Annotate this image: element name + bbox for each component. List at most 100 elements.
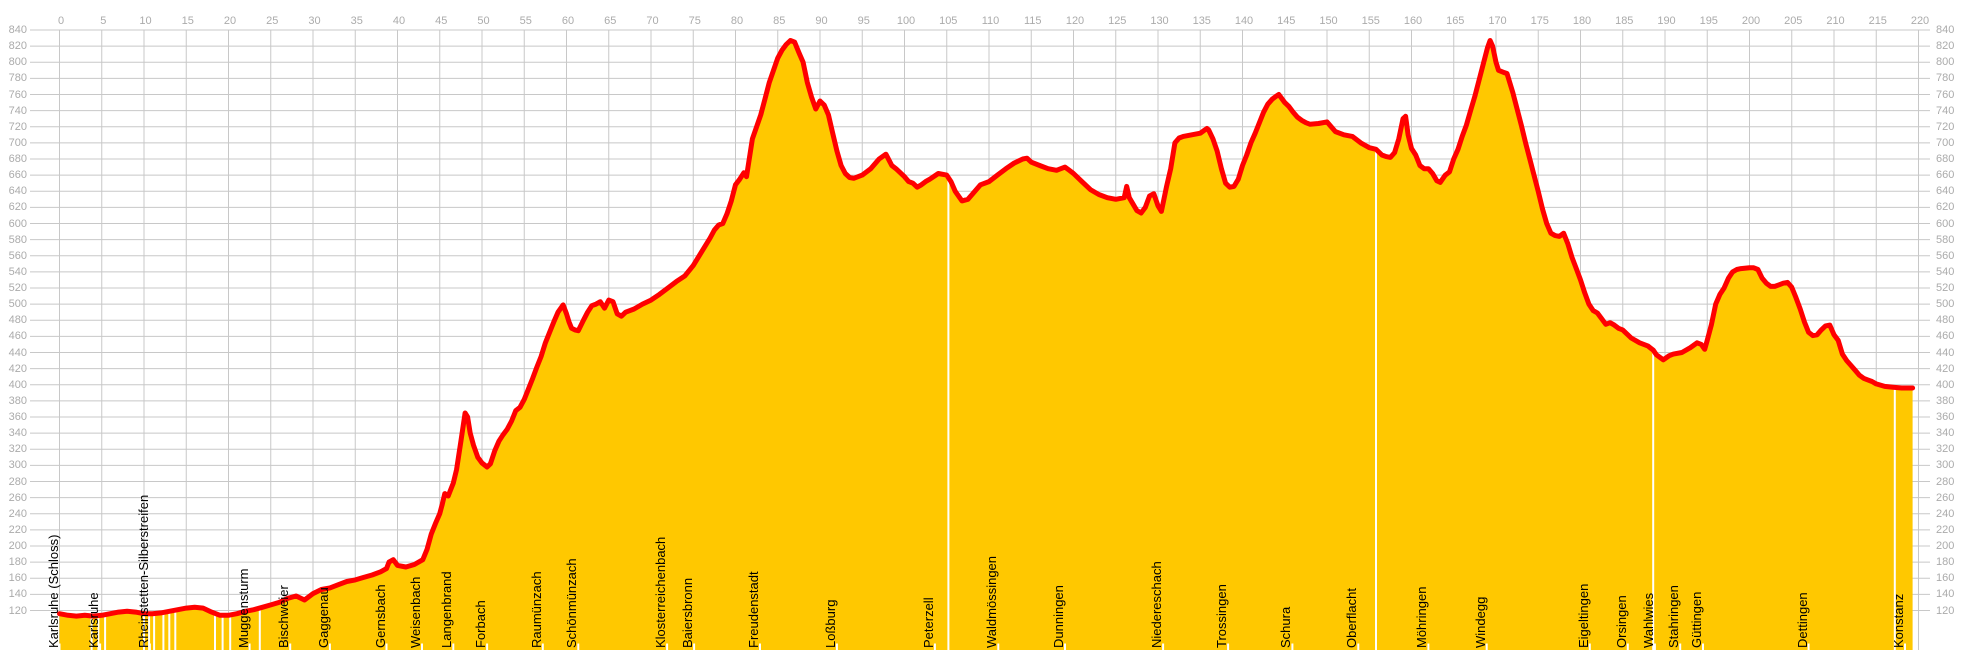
waypoint-label: Niedereschach	[1149, 561, 1165, 648]
x-axis-tick-label: 40	[392, 15, 406, 27]
y-axis-tick-label-right: 200	[1936, 540, 1955, 552]
y-axis-tick-label-right: 540	[1936, 265, 1955, 278]
waypoint-tick	[1653, 643, 1656, 650]
y-axis-tick-label-right: 460	[1936, 330, 1955, 343]
waypoint-label: Trossingen	[1214, 584, 1230, 648]
waypoint-tick	[1679, 643, 1682, 650]
x-axis-tick-label: 0	[57, 15, 65, 27]
waypoint-label: Schönmünzach	[564, 558, 580, 648]
waypoint-tick	[835, 643, 838, 650]
waypoint-label: Peterzell	[920, 597, 936, 648]
x-axis-tick-label: 80	[730, 15, 744, 27]
waypoint-tick	[693, 643, 696, 650]
y-axis-tick-label-right: 520	[1936, 282, 1955, 294]
waypoint-label: Wahlwies	[1640, 592, 1656, 648]
y-axis-tick-label-right: 620	[1936, 201, 1955, 214]
waypoint-tick	[1291, 643, 1294, 650]
x-axis-tick-label: 110	[981, 15, 1000, 27]
waypoint-label: Schura	[1278, 606, 1294, 648]
elevation-line	[57, 38, 1916, 619]
x-axis-tick-label: 200	[1741, 15, 1761, 27]
x-axis-tick-label: 195	[1699, 15, 1718, 27]
waypoint-tick	[58, 643, 61, 650]
x-axis-tick-label: 165	[1446, 15, 1465, 27]
y-axis-tick-label-right: 280	[1936, 475, 1955, 488]
waypoint-label: Konstanz	[1890, 593, 1906, 648]
y-axis-tick-label-right: 660	[1936, 169, 1955, 182]
x-axis-tick-label: 180	[1572, 15, 1592, 27]
waypoint-tick	[1227, 643, 1230, 650]
y-axis-tick-label-right: 720	[1936, 120, 1955, 133]
waypoint-tick	[1485, 643, 1488, 650]
y-axis-tick-label-left: 820	[8, 40, 27, 53]
y-axis-tick-label-right: 420	[1936, 362, 1955, 375]
waypoint-tick	[997, 643, 1000, 650]
y-axis-tick-label-left: 760	[8, 88, 27, 101]
x-axis-tick-label: 125	[1108, 15, 1127, 27]
x-axis-tick-label: 65	[604, 15, 617, 27]
y-axis-tick-label-left: 580	[8, 233, 27, 246]
waypoint-tick	[1588, 643, 1591, 650]
x-axis-tick-label: 55	[519, 15, 532, 27]
y-axis-tick-label-right: 780	[1936, 72, 1955, 85]
y-axis-tick-label-left: 360	[8, 411, 27, 423]
y-axis-tick-label-left: 220	[8, 523, 27, 536]
waypoint-tick	[933, 643, 936, 650]
x-axis-tick-label: 100	[896, 15, 916, 27]
y-axis-tick-label-right: 240	[1936, 507, 1955, 520]
waypoint-tick	[248, 643, 251, 650]
y-axis-tick-label-right: 680	[1936, 153, 1955, 165]
waypoint-tick	[1427, 643, 1430, 650]
x-axis-tick-label: 45	[435, 15, 448, 27]
waypoint-label: Oberflacht	[1344, 588, 1360, 648]
waypoint-label: Gernsbach	[372, 584, 388, 648]
y-axis-tick-label-left: 140	[8, 588, 27, 601]
y-axis-tick-label-left: 120	[8, 604, 27, 617]
y-axis-tick-label-right: 740	[1936, 104, 1955, 117]
waypoint-label: Eigeltingen	[1575, 583, 1591, 648]
x-axis-tick-label: 115	[1023, 15, 1042, 27]
x-axis-tick-label: 105	[939, 15, 958, 27]
waypoint-tick	[99, 643, 102, 650]
y-axis-tick-label-left: 700	[8, 136, 27, 149]
y-axis-tick-label-right: 300	[1936, 459, 1955, 472]
y-axis-tick-label-left: 600	[8, 217, 27, 230]
y-axis-tick-label-right: 820	[1936, 40, 1955, 53]
waypoint-label: Stahringen	[1666, 585, 1682, 648]
y-axis-tick-label-right: 500	[1936, 298, 1955, 311]
x-axis-tick-label: 130	[1150, 15, 1169, 27]
x-axis-tick-label: 95	[857, 15, 870, 27]
waypoint-label: Raumünzach	[528, 571, 544, 648]
y-axis-tick-label-left: 500	[8, 298, 27, 311]
x-axis-tick-label: 135	[1192, 15, 1211, 27]
waypoint-label: Rheinstetten-Silberstreifen	[135, 494, 151, 648]
waypoint-label: Dunningen	[1051, 585, 1067, 648]
waypoint-label: Orsingen	[1613, 595, 1629, 648]
waypoint-tick	[421, 643, 423, 650]
waypoint-label: Bischweier	[276, 585, 292, 648]
x-axis-tick-label: 215	[1868, 15, 1887, 27]
waypoint-tick	[486, 643, 489, 650]
y-axis-tick-label-left: 320	[8, 443, 27, 456]
waypoint-tick	[1702, 643, 1704, 650]
waypoint-tick	[1904, 643, 1906, 650]
y-axis-tick-label-left: 540	[8, 265, 27, 278]
waypoint-label: Dettingen	[1794, 592, 1810, 648]
x-axis-tick-label: 70	[646, 15, 659, 27]
waypoint-label: Freudenstadt	[746, 571, 761, 648]
waypoint-label: Karlsruhe (Schloss)	[45, 534, 61, 648]
y-axis-tick-label-right: 840	[1936, 24, 1955, 36]
waypoint-tick	[1357, 643, 1360, 650]
y-axis-tick-label-left: 280	[8, 475, 27, 488]
waypoint-label: Loßburg	[822, 599, 838, 648]
y-axis-tick-label-right: 260	[1936, 491, 1955, 504]
y-axis-tick-label-left: 300	[8, 459, 27, 472]
y-axis-tick-label-left: 180	[8, 556, 27, 569]
y-axis-tick-label-left: 720	[8, 120, 27, 133]
y-axis-tick-label-right: 320	[1936, 443, 1955, 456]
x-axis-tick-label: 175	[1530, 15, 1549, 27]
y-axis-tick-label-left: 380	[8, 394, 27, 407]
x-axis-tick-label: 140	[1234, 15, 1254, 27]
